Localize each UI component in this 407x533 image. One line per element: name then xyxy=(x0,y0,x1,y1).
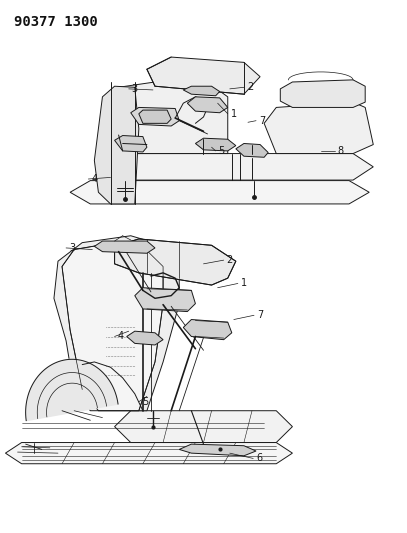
Text: 5: 5 xyxy=(142,397,148,407)
Polygon shape xyxy=(26,359,118,421)
Polygon shape xyxy=(183,86,220,96)
Polygon shape xyxy=(62,243,163,411)
Polygon shape xyxy=(111,82,228,154)
Polygon shape xyxy=(179,444,256,456)
Text: 7: 7 xyxy=(259,116,265,126)
Text: 2: 2 xyxy=(247,82,253,92)
Text: 90377 1300: 90377 1300 xyxy=(13,14,97,29)
Text: 3: 3 xyxy=(69,243,75,253)
Text: 5: 5 xyxy=(219,146,225,156)
Polygon shape xyxy=(131,108,179,126)
Text: 1: 1 xyxy=(241,278,247,288)
Polygon shape xyxy=(195,138,236,151)
Polygon shape xyxy=(70,181,369,204)
Polygon shape xyxy=(115,411,292,442)
Polygon shape xyxy=(127,331,163,345)
Text: 2: 2 xyxy=(227,255,233,265)
Text: 4: 4 xyxy=(91,174,97,184)
Polygon shape xyxy=(183,319,232,340)
Text: 8: 8 xyxy=(338,146,344,156)
Text: 3: 3 xyxy=(132,84,138,94)
Polygon shape xyxy=(147,57,260,94)
Polygon shape xyxy=(139,110,171,123)
Text: 6: 6 xyxy=(256,454,263,463)
Text: 7: 7 xyxy=(257,310,263,320)
Polygon shape xyxy=(264,102,373,154)
Polygon shape xyxy=(94,86,139,204)
Polygon shape xyxy=(54,236,179,411)
Polygon shape xyxy=(94,241,155,253)
Polygon shape xyxy=(280,80,365,108)
Polygon shape xyxy=(5,442,292,464)
Text: 1: 1 xyxy=(231,109,237,119)
Polygon shape xyxy=(98,154,373,180)
Polygon shape xyxy=(187,97,228,113)
Polygon shape xyxy=(115,135,147,152)
Polygon shape xyxy=(135,288,195,312)
Polygon shape xyxy=(115,239,236,285)
Polygon shape xyxy=(236,143,268,157)
Text: 4: 4 xyxy=(118,332,124,342)
